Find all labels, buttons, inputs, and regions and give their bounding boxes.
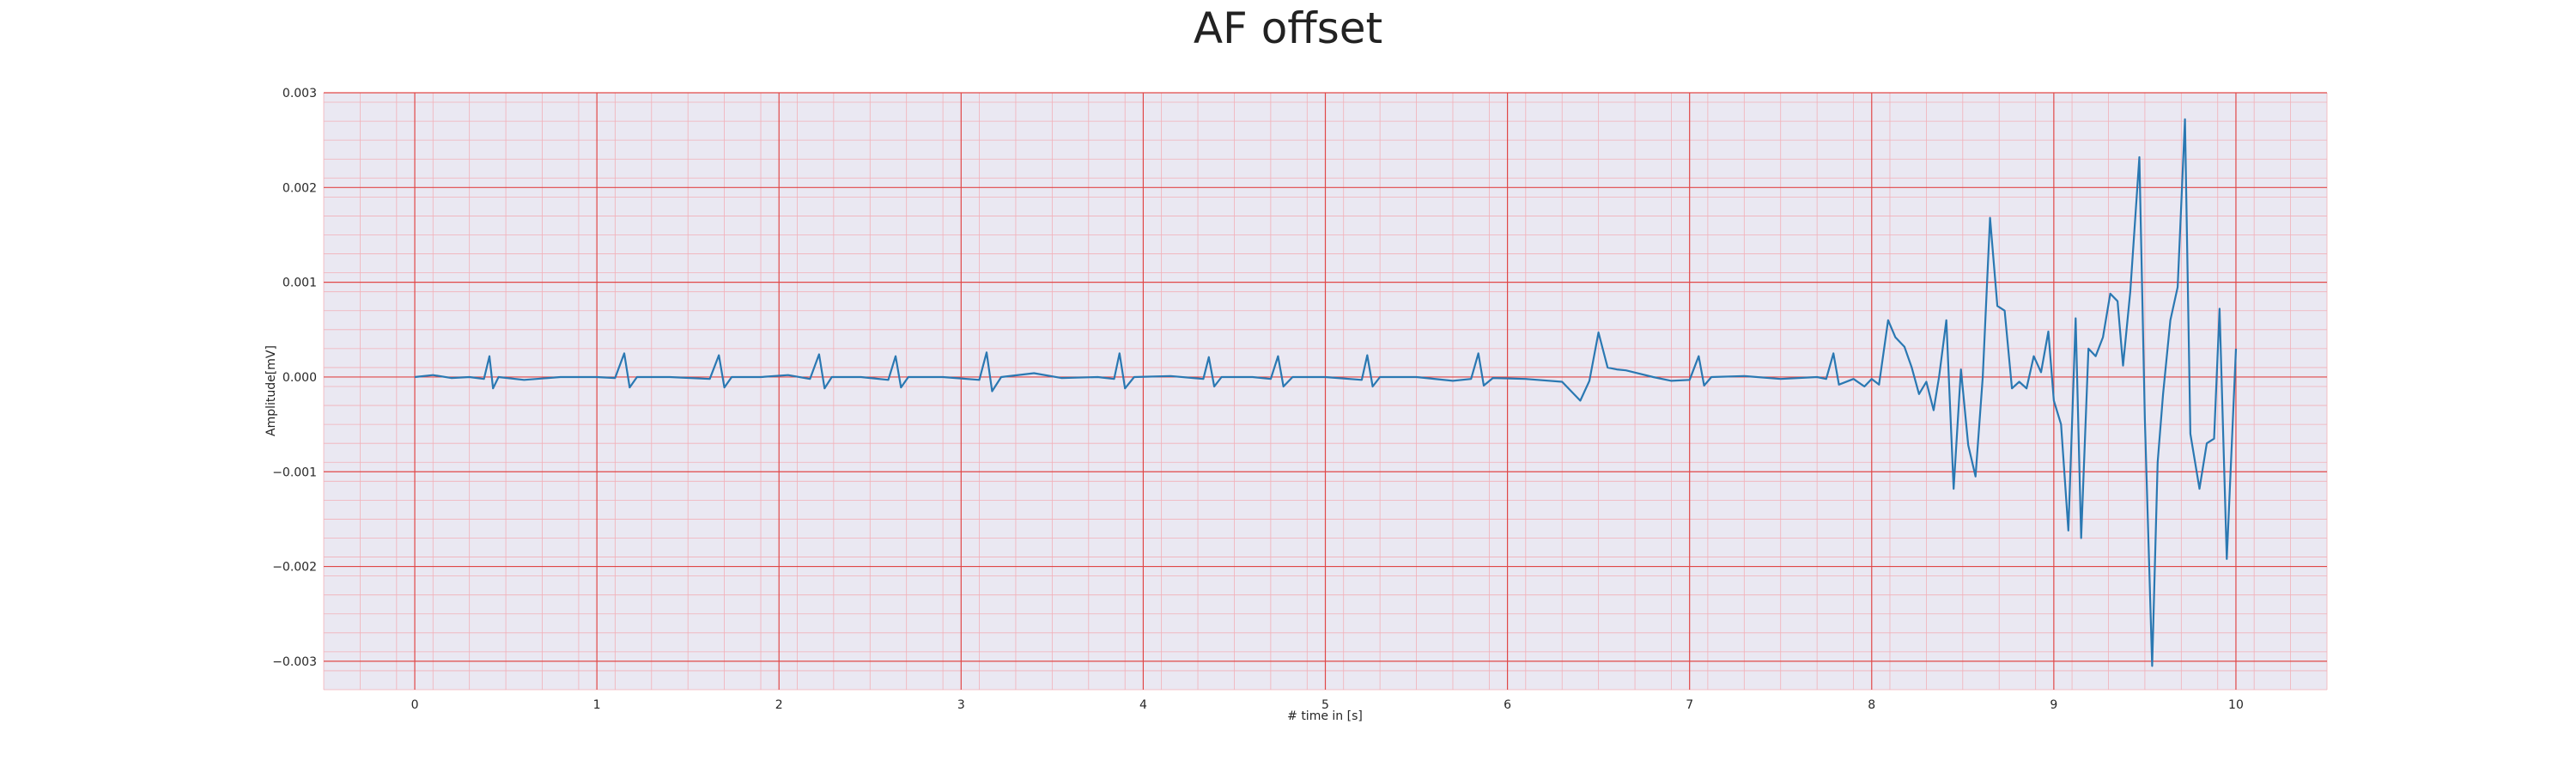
x-tick-labels: 0 1 2 3 4 5 6 7 8 9 10 [411, 698, 2244, 712]
x-tick-label: 7 [1686, 698, 1693, 712]
series-line [414, 118, 2238, 667]
x-tick-label: 0 [411, 698, 419, 712]
chart-title: AF offset [1193, 3, 1383, 53]
x-tick-label: 4 [1139, 698, 1147, 712]
y-tick-labels: 0.003 0.002 0.001 0.000 −0.001 −0.002 −0.003 [272, 87, 317, 669]
y-tick-label: −0.002 [272, 561, 317, 575]
y-tick-label: 0.002 [283, 181, 317, 195]
y-tick-label: 0.000 [283, 371, 317, 385]
y-tick-label: 0.003 [283, 87, 317, 100]
y-tick-label: −0.001 [272, 466, 317, 479]
y-tick-label: 0.001 [283, 277, 317, 290]
y-tick-label: −0.003 [272, 655, 317, 669]
x-axis-label: # time in [s] [1287, 709, 1363, 723]
x-tick-label: 3 [957, 698, 965, 712]
x-tick-label: 6 [1504, 698, 1511, 712]
x-tick-label: 1 [593, 698, 601, 712]
x-tick-label: 2 [775, 698, 783, 712]
x-tick-label: 5 [1321, 698, 1329, 712]
series-layer [414, 118, 2238, 667]
x-tick-label: 8 [1868, 698, 1875, 712]
x-tick-label: 10 [2228, 698, 2244, 712]
y-axis-label: Amplitude[mV] [264, 345, 278, 436]
x-tick-label: 9 [2050, 698, 2057, 712]
